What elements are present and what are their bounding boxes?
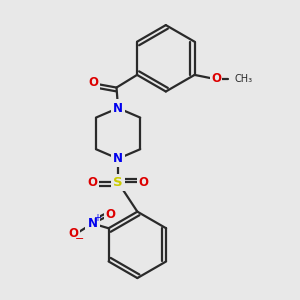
Text: O: O [88,76,98,89]
Text: O: O [211,72,221,85]
Text: O: O [88,176,98,189]
Text: CH₃: CH₃ [234,74,253,84]
Text: O: O [69,227,79,240]
Text: N: N [113,102,123,115]
Text: O: O [138,176,148,189]
Text: N: N [113,152,123,165]
Text: N: N [88,217,98,230]
Text: +: + [93,213,101,223]
Text: −: − [75,234,84,244]
Text: O: O [106,208,116,220]
Text: S: S [113,176,123,189]
